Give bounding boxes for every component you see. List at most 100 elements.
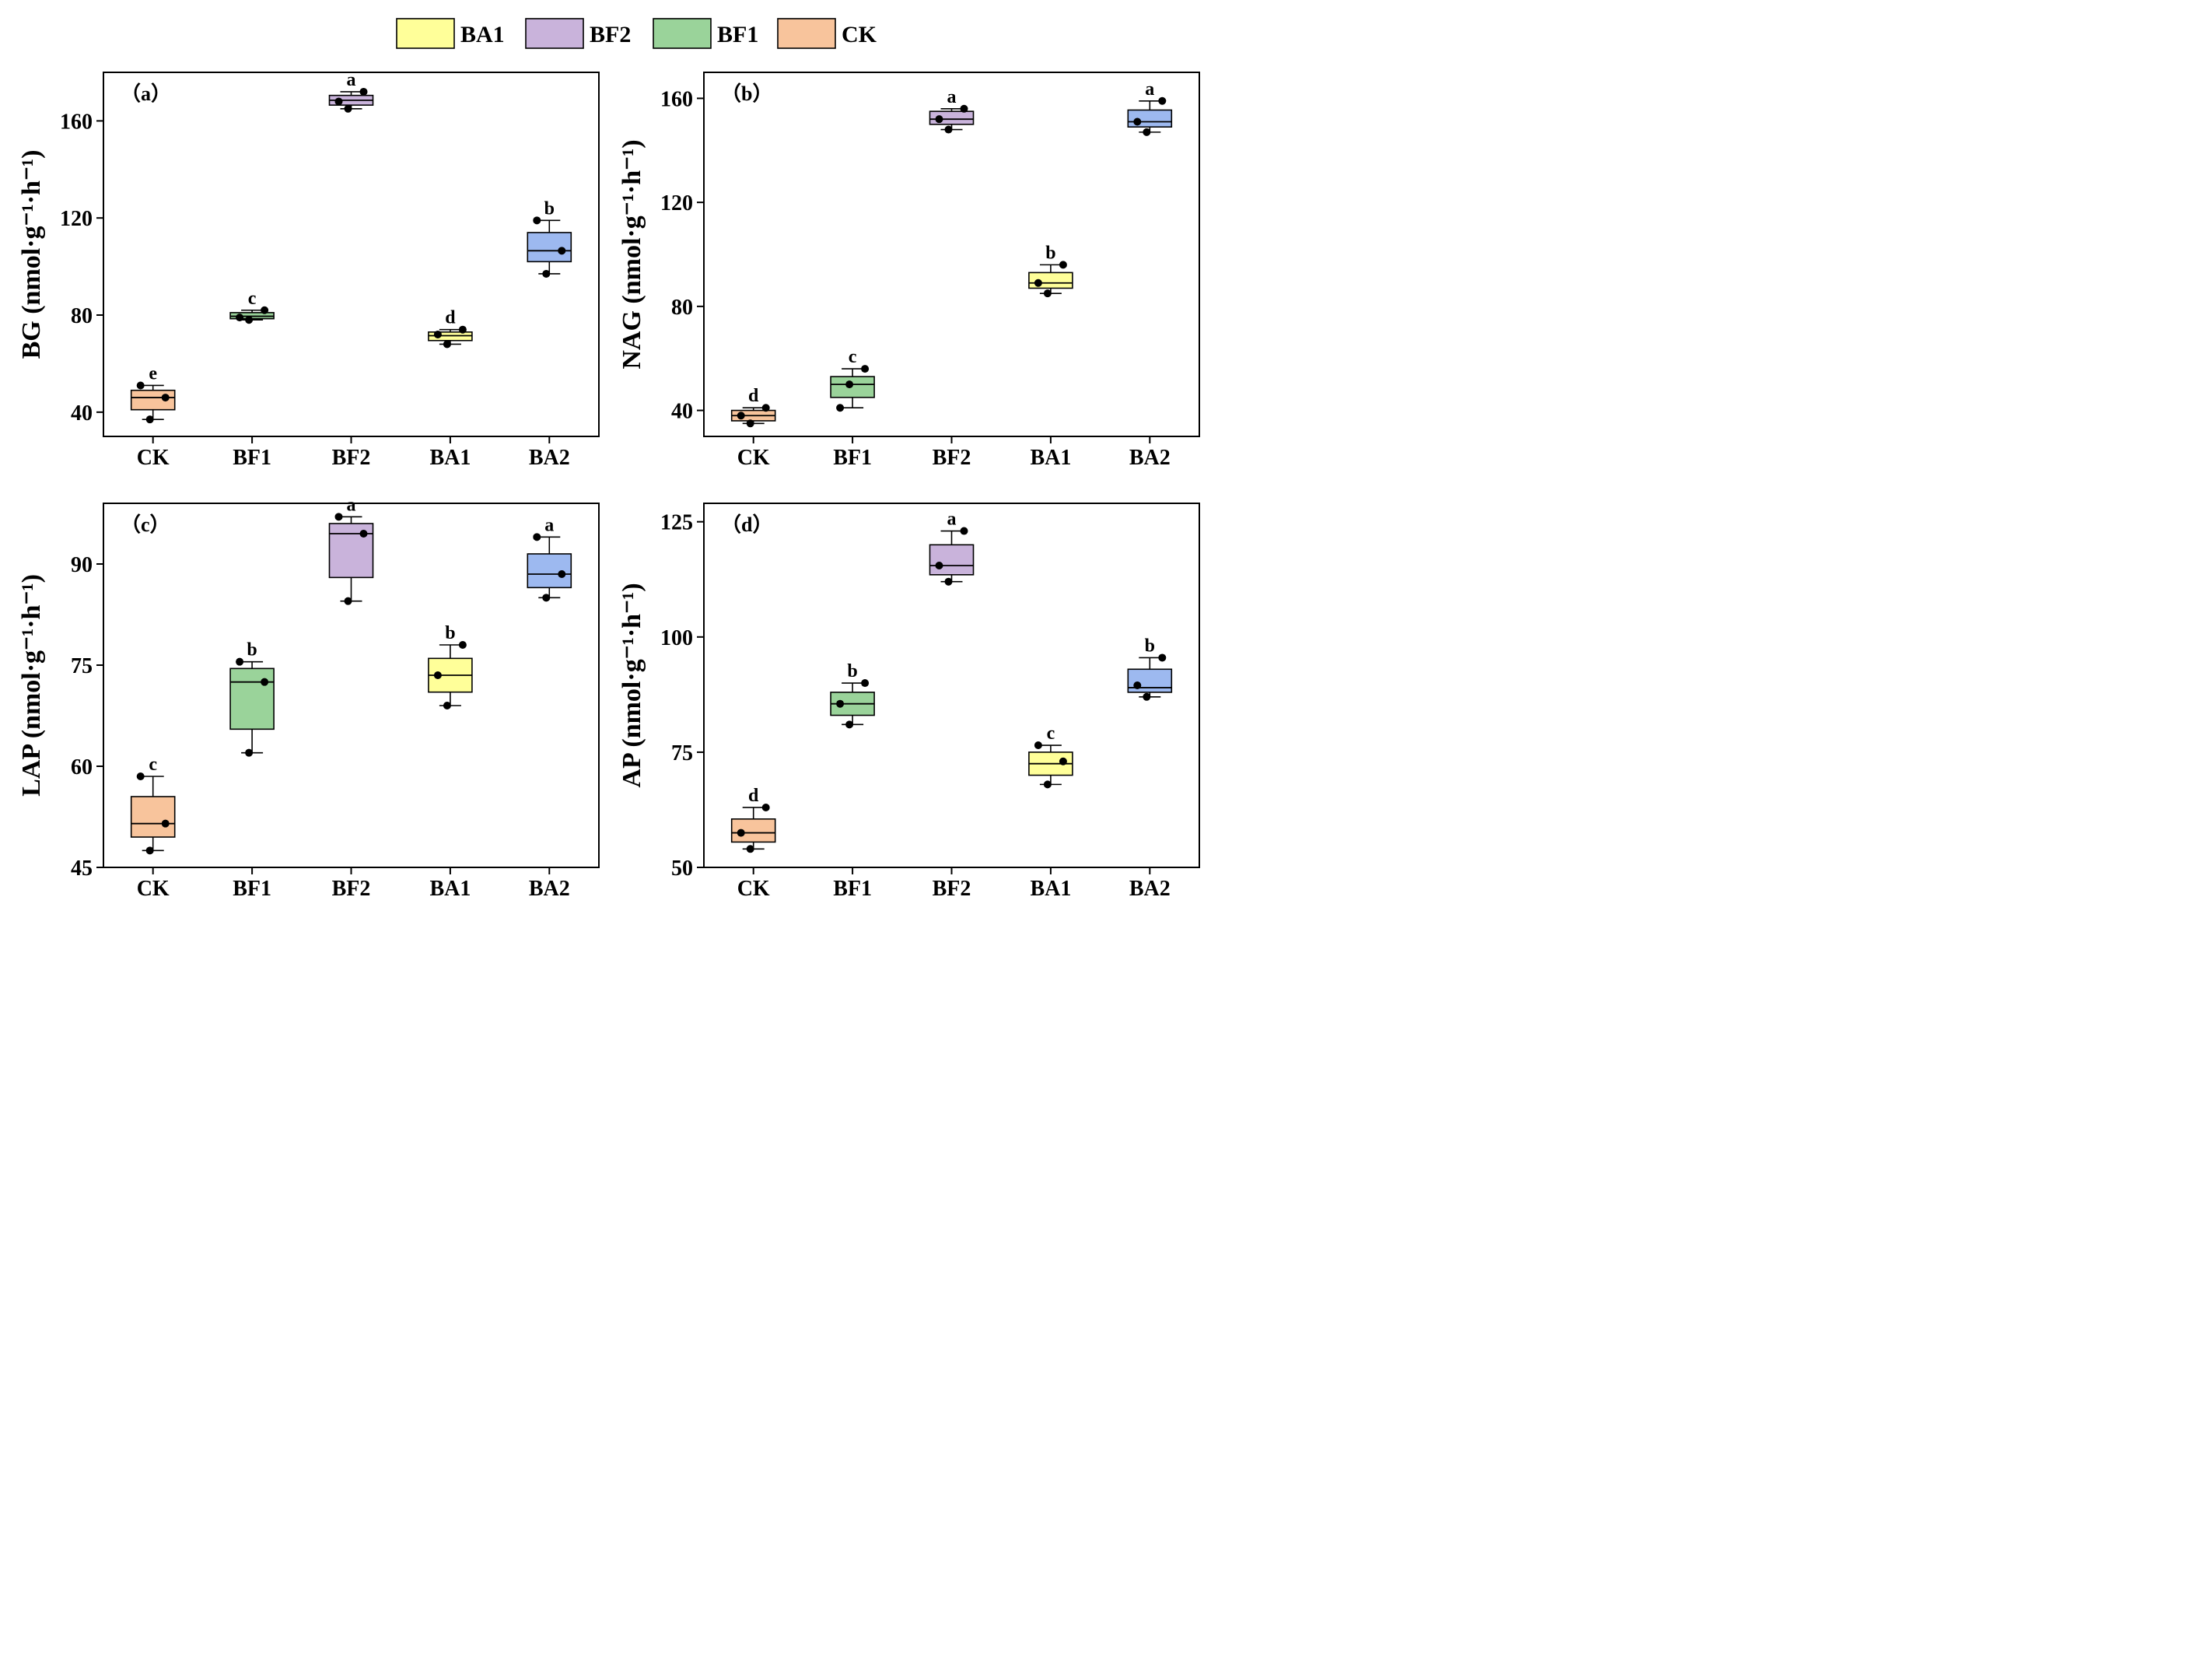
legend-swatch bbox=[396, 18, 455, 49]
data-point bbox=[1143, 692, 1151, 701]
panel-label: （b） bbox=[721, 82, 772, 105]
data-point bbox=[136, 381, 145, 390]
data-point bbox=[845, 720, 854, 729]
x-tick-label-bf2: BF2 bbox=[332, 877, 371, 901]
x-tick-label-ba1: BA1 bbox=[1030, 446, 1071, 470]
data-point bbox=[344, 104, 352, 113]
data-point bbox=[458, 325, 467, 334]
significance-letter: b bbox=[847, 661, 857, 681]
y-tick-label: 45 bbox=[71, 857, 93, 881]
significance-letter: c bbox=[149, 755, 157, 775]
x-tick-label-bf1: BF1 bbox=[233, 446, 271, 470]
x-tick-label-bf1: BF1 bbox=[833, 877, 872, 901]
y-tick-label: 160 bbox=[660, 87, 693, 111]
data-point bbox=[836, 404, 845, 412]
data-point bbox=[1043, 289, 1052, 298]
data-point bbox=[746, 845, 754, 853]
data-point bbox=[245, 748, 254, 757]
x-tick-label-ck: CK bbox=[137, 446, 170, 470]
y-tick-label: 75 bbox=[71, 654, 93, 678]
box-ba1: b bbox=[428, 623, 473, 709]
significance-letter: d bbox=[748, 386, 759, 406]
data-point bbox=[542, 269, 551, 278]
data-point bbox=[1034, 741, 1042, 750]
box-bf2: a bbox=[328, 495, 374, 605]
data-point bbox=[836, 699, 845, 708]
data-point bbox=[458, 641, 467, 649]
box-ck: c bbox=[130, 755, 176, 855]
box-ba1: d bbox=[428, 308, 473, 349]
data-point bbox=[161, 394, 170, 402]
x-tick-label-ba2: BA2 bbox=[529, 446, 570, 470]
panel-b: 40 80 120 160 NAG (nmol·g⁻¹·h⁻¹) （b） CK d BF1 c BF… bbox=[618, 72, 1200, 470]
figure: BA1 BF2 BF1 CK 40 80 120 160 BG (nmol·g⁻¹·h⁻¹) （… bbox=[17, 18, 1200, 901]
legend-swatch bbox=[525, 18, 584, 49]
data-point bbox=[935, 115, 943, 124]
data-point bbox=[761, 803, 770, 811]
data-point bbox=[1133, 117, 1142, 126]
significance-letter: c bbox=[1047, 723, 1055, 744]
box-ba1: b bbox=[1028, 243, 1073, 298]
data-point bbox=[944, 125, 953, 134]
data-point bbox=[1133, 681, 1142, 689]
panel-c: 45 60 75 90 LAP (nmol·g⁻¹·h⁻¹) （c） CK c BF1 b BF2 a… bbox=[17, 495, 600, 901]
significance-letter: a bbox=[544, 515, 554, 535]
data-point bbox=[944, 577, 953, 586]
legend-label: BF1 bbox=[717, 22, 758, 47]
box-ck: e bbox=[130, 363, 176, 424]
significance-letter: b bbox=[1045, 243, 1055, 263]
y-tick-label: 90 bbox=[71, 553, 93, 577]
panels: 40 80 120 160 BG (nmol·g⁻¹·h⁻¹) （a） CK e BF1 c BF2… bbox=[17, 70, 1200, 901]
data-point bbox=[433, 330, 442, 338]
box-body bbox=[527, 232, 572, 263]
y-tick-label: 120 bbox=[60, 207, 93, 231]
data-point bbox=[334, 97, 343, 106]
y-tick-label: 100 bbox=[660, 626, 693, 650]
data-point bbox=[737, 412, 745, 420]
data-point bbox=[935, 561, 943, 569]
data-point bbox=[261, 678, 269, 686]
data-point bbox=[558, 247, 566, 255]
data-point bbox=[960, 104, 968, 113]
significance-letter: c bbox=[849, 347, 857, 367]
x-tick-label-bf2: BF2 bbox=[933, 877, 971, 901]
box-ck: d bbox=[730, 386, 776, 428]
y-tick-label: 80 bbox=[671, 296, 693, 320]
data-point bbox=[236, 657, 244, 666]
legend: BA1 BF2 BF1 CK bbox=[396, 18, 877, 49]
box-ck: d bbox=[730, 786, 776, 853]
x-tick-label-ba2: BA2 bbox=[1129, 877, 1171, 901]
x-tick-label-ba2: BA2 bbox=[1129, 446, 1171, 470]
data-point bbox=[746, 419, 754, 428]
significance-letter: e bbox=[149, 363, 157, 384]
x-tick-label-ck: CK bbox=[737, 877, 770, 901]
significance-letter: a bbox=[1145, 79, 1154, 100]
data-point bbox=[1034, 279, 1042, 287]
legend-item-bf1: BF1 bbox=[653, 18, 758, 49]
box-body bbox=[929, 544, 975, 576]
box-ba2: a bbox=[527, 515, 572, 602]
x-tick-label-bf2: BF2 bbox=[332, 446, 371, 470]
legend-swatch bbox=[653, 18, 712, 49]
y-tick-label: 40 bbox=[671, 400, 693, 424]
data-point bbox=[261, 306, 269, 314]
data-point bbox=[443, 702, 451, 709]
data-point bbox=[533, 533, 541, 541]
x-tick-label-ck: CK bbox=[737, 446, 770, 470]
data-point bbox=[533, 216, 541, 225]
significance-letter: a bbox=[947, 87, 957, 107]
data-point bbox=[1158, 96, 1167, 105]
panel-label: （d） bbox=[721, 513, 772, 536]
box-ba2: b bbox=[1127, 636, 1173, 701]
x-tick-label-ba1: BA1 bbox=[429, 446, 471, 470]
y-tick-label: 75 bbox=[671, 741, 693, 765]
x-tick-label-ba2: BA2 bbox=[529, 877, 570, 901]
significance-letter: a bbox=[947, 510, 957, 530]
data-point bbox=[359, 87, 368, 96]
data-point bbox=[1143, 128, 1151, 136]
box-bf2: a bbox=[929, 510, 975, 586]
box-bf1: c bbox=[229, 289, 275, 324]
box-body bbox=[229, 667, 275, 730]
data-point bbox=[1043, 780, 1052, 789]
x-tick-label-ck: CK bbox=[137, 877, 170, 901]
